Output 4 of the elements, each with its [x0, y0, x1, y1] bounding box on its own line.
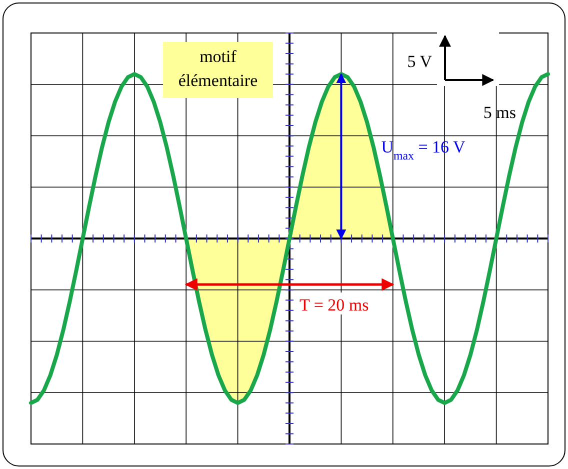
text: 5 V	[407, 52, 433, 71]
annotation: motif élémentaire	[178, 47, 258, 90]
annotation: 5 ms	[483, 103, 516, 122]
annotation: T = 20 ms	[300, 296, 369, 314]
